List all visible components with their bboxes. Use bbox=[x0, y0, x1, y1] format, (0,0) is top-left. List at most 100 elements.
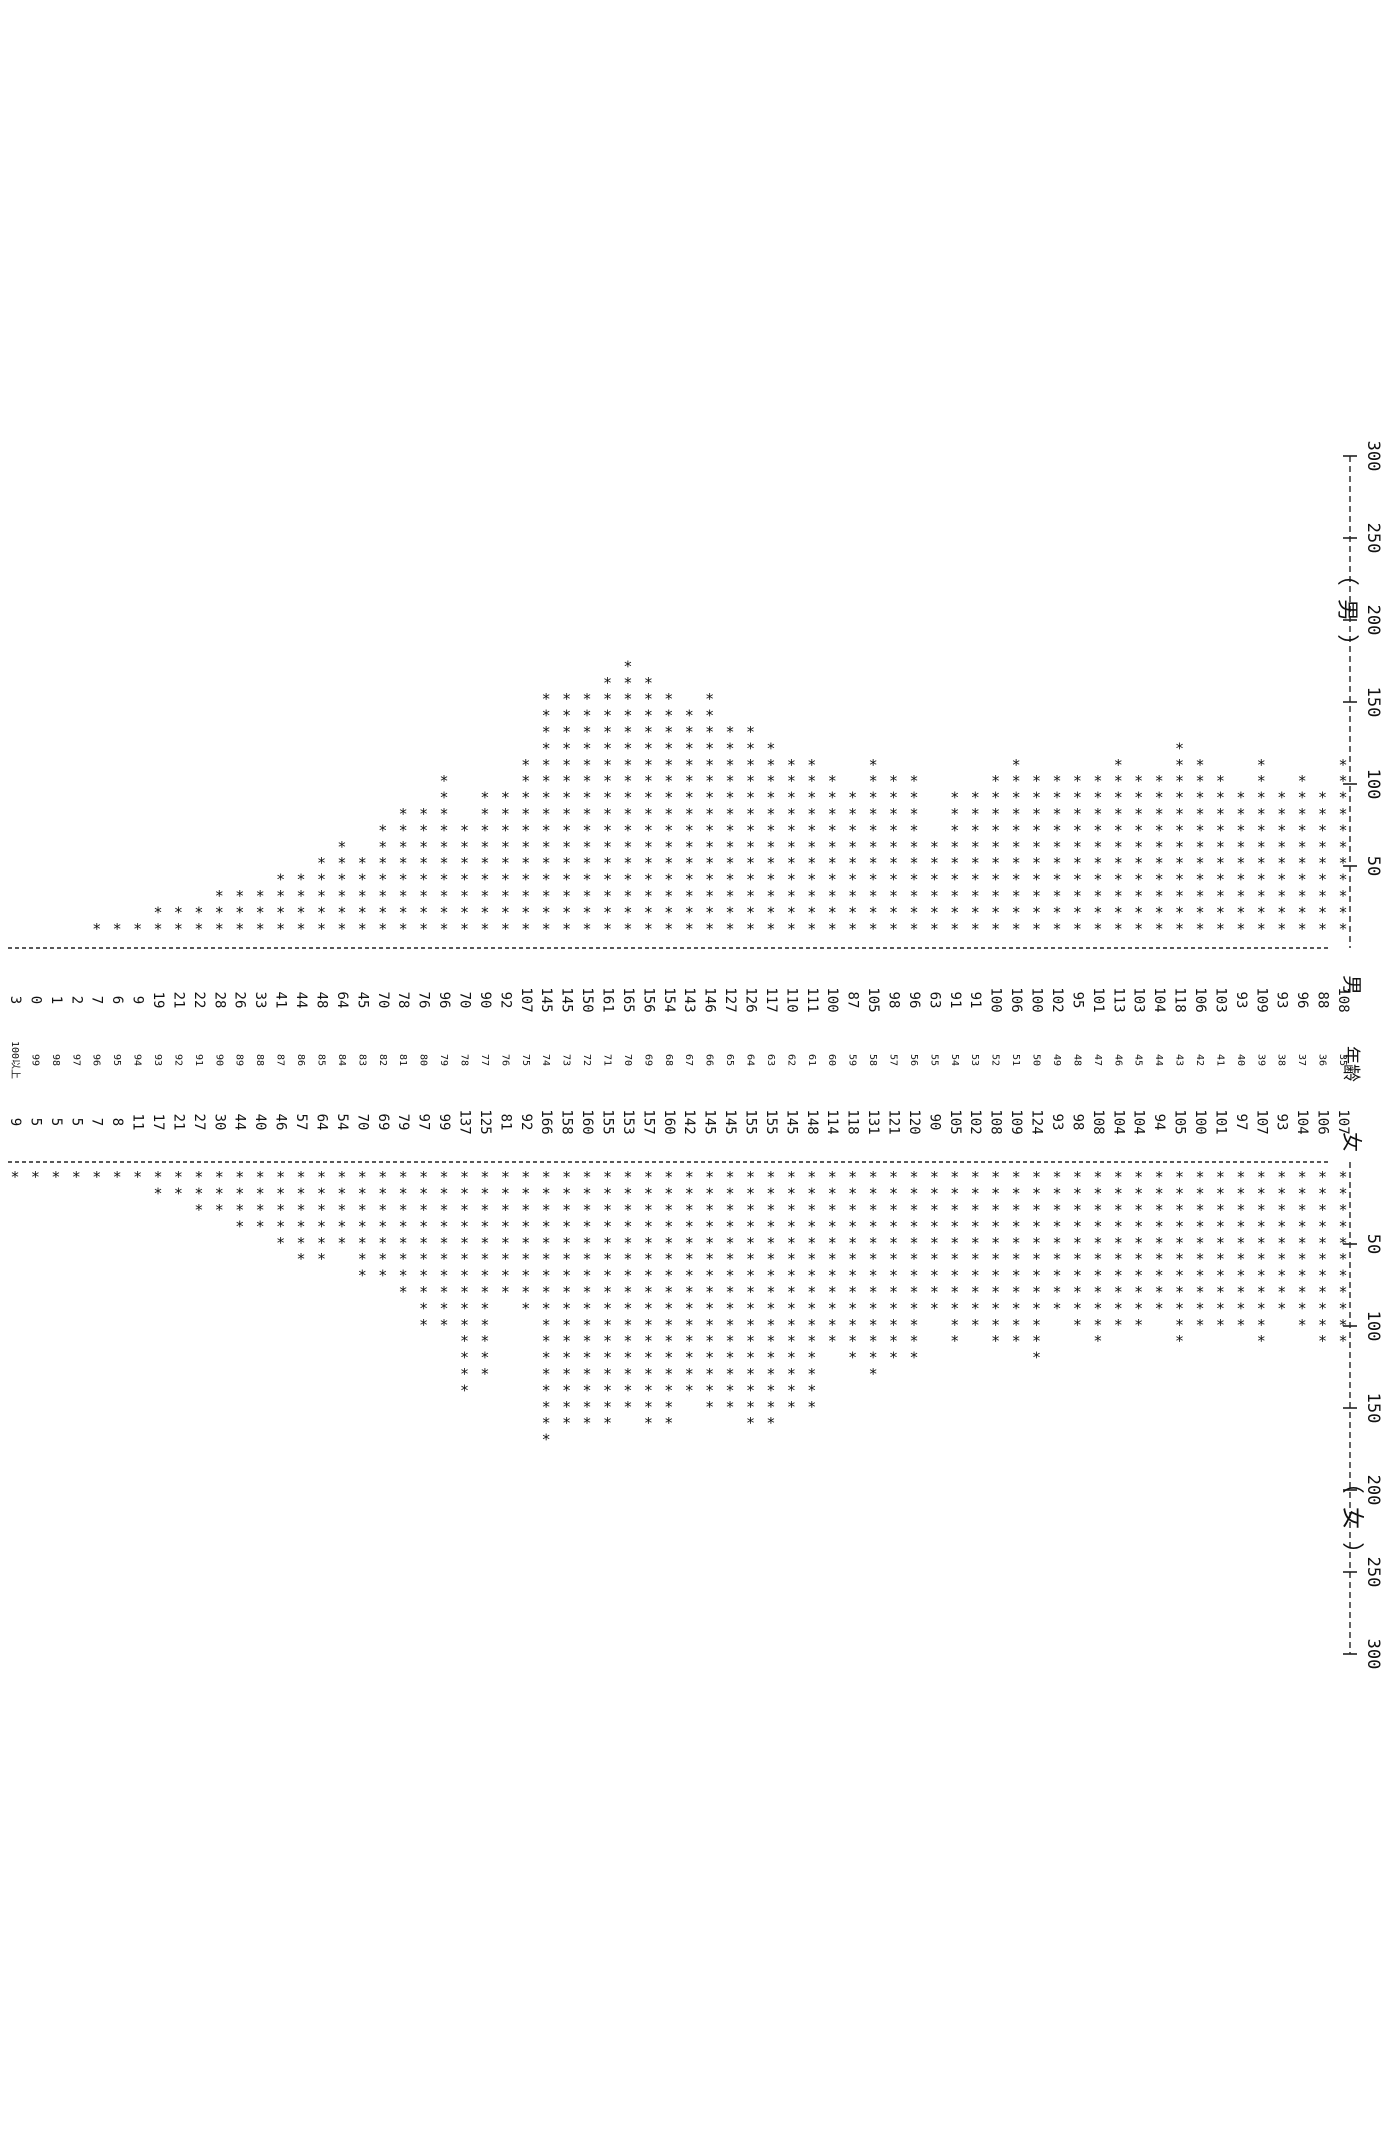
female-value-label-35: 107 bbox=[1335, 1109, 1351, 1134]
male-bar-54: ********* bbox=[950, 789, 959, 938]
female-bar-54: * * * * * * * * * * * bbox=[950, 1168, 959, 1350]
age-label-47: 47 bbox=[1092, 1054, 1103, 1066]
female-value-label-38: 93 bbox=[1274, 1114, 1290, 1131]
age-header: 年齢 bbox=[1340, 1046, 1361, 1082]
male-bar-46: *********** bbox=[1114, 756, 1123, 938]
age-label-35: 35 bbox=[1337, 1054, 1348, 1066]
male-bar-43: ************ bbox=[1175, 739, 1184, 937]
male-value-label-95: 6 bbox=[109, 996, 125, 1004]
male-value-label-45: 103 bbox=[1131, 987, 1147, 1012]
male-bar-92: ** bbox=[174, 903, 183, 937]
female-bar-84: * * * * * bbox=[337, 1168, 346, 1252]
age-label-88: 88 bbox=[254, 1054, 265, 1066]
female-bar-93: * * bbox=[153, 1168, 162, 1202]
female-bar-57: * * * * * * * * * * * * bbox=[889, 1168, 898, 1366]
female-axis-tick-label-250: 250 bbox=[1363, 1557, 1383, 1588]
male-value-label-47: 101 bbox=[1090, 987, 1106, 1012]
female-value-label-66: 145 bbox=[702, 1109, 718, 1134]
female-bar-77: * * * * * * * * * * * * * bbox=[480, 1168, 489, 1383]
female-bar-39: * * * * * * * * * * * bbox=[1257, 1168, 1266, 1350]
female-value-label-40: 97 bbox=[1233, 1114, 1249, 1131]
male-value-label-39: 109 bbox=[1253, 987, 1269, 1012]
age-label-49: 49 bbox=[1051, 1054, 1062, 1066]
female-bar-61: * * * * * * * * * * * * * * * bbox=[807, 1168, 816, 1416]
female-value-label-64: 155 bbox=[743, 1109, 759, 1134]
age-label-44: 44 bbox=[1153, 1054, 1164, 1066]
female-bar-55: * * * * * * * * * bbox=[930, 1168, 939, 1317]
female-bar-41: * * * * * * * * * * bbox=[1216, 1168, 1225, 1334]
age-label-65: 65 bbox=[724, 1054, 735, 1066]
female-value-label-49: 93 bbox=[1049, 1114, 1065, 1131]
male-bar-64: ************* bbox=[746, 723, 755, 938]
age-label-59: 59 bbox=[847, 1054, 858, 1066]
age-label-62: 62 bbox=[785, 1054, 796, 1066]
age-label-56: 56 bbox=[908, 1054, 919, 1066]
male-value-label-70: 165 bbox=[620, 987, 636, 1012]
age-label-77: 77 bbox=[479, 1054, 490, 1066]
female-value-label-46: 104 bbox=[1110, 1109, 1126, 1134]
male-bar-79: ********** bbox=[440, 772, 449, 938]
male-bar-59: ********* bbox=[848, 789, 857, 938]
female-bar-83: * * * * * * * bbox=[358, 1168, 367, 1284]
female-value-label-76: 81 bbox=[497, 1114, 513, 1131]
male-bar-37: ********** bbox=[1298, 772, 1307, 938]
female-value-label-48: 98 bbox=[1069, 1114, 1085, 1131]
male-value-label-68: 154 bbox=[661, 987, 677, 1012]
male-bar-39: *********** bbox=[1257, 756, 1266, 938]
age-label-97: 97 bbox=[70, 1054, 81, 1066]
female-axis-tick-label-300: 300 bbox=[1363, 1639, 1383, 1670]
male-value-label-43: 118 bbox=[1172, 987, 1188, 1012]
male-bar-88: *** bbox=[256, 887, 265, 938]
age-label-40: 40 bbox=[1235, 1054, 1246, 1066]
female-bar-94: * bbox=[133, 1168, 142, 1186]
male-axis-tick-label-200: 200 bbox=[1363, 605, 1383, 636]
male-value-label-35: 108 bbox=[1335, 987, 1351, 1012]
male-value-label-78: 70 bbox=[456, 992, 472, 1009]
female-bar-47: * * * * * * * * * * * bbox=[1093, 1168, 1102, 1350]
female-bar-78: * * * * * * * * * * * * * * bbox=[460, 1168, 469, 1399]
female-value-label-79: 99 bbox=[436, 1114, 452, 1131]
male-bar-48: ********** bbox=[1073, 772, 1082, 938]
age-label-60: 60 bbox=[826, 1054, 837, 1066]
male-value-label-98: 1 bbox=[48, 996, 64, 1004]
female-value-label-71: 155 bbox=[599, 1109, 615, 1134]
female-value-label-78: 137 bbox=[456, 1109, 472, 1134]
male-bar-35: *********** bbox=[1338, 756, 1347, 938]
female-value-label-51: 109 bbox=[1008, 1109, 1024, 1134]
age-label-68: 68 bbox=[663, 1054, 674, 1066]
age-label-45: 45 bbox=[1133, 1054, 1144, 1066]
male-bar-85: ***** bbox=[317, 854, 326, 938]
female-value-label-37: 104 bbox=[1294, 1109, 1310, 1134]
male-bar-60: ********** bbox=[828, 772, 837, 938]
female-value-label-77: 125 bbox=[477, 1109, 493, 1134]
female-value-label-62: 145 bbox=[783, 1109, 799, 1134]
male-value-label-51: 106 bbox=[1008, 987, 1024, 1012]
female-value-label-55: 90 bbox=[926, 1114, 942, 1131]
female-value-label-84: 54 bbox=[334, 1114, 350, 1131]
male-bar-77: ********* bbox=[480, 789, 489, 938]
female-value-label-69: 157 bbox=[640, 1109, 656, 1134]
female-value-label-91: 27 bbox=[191, 1114, 207, 1131]
female-bar-35: * * * * * * * * * * * bbox=[1338, 1168, 1347, 1350]
female-value-label-47: 108 bbox=[1090, 1109, 1106, 1134]
female-value-label-99: 5 bbox=[27, 1118, 43, 1126]
female-value-label-93: 17 bbox=[150, 1114, 166, 1131]
female-bar-86: * * * * * * bbox=[297, 1168, 306, 1268]
male-bar-62: *********** bbox=[787, 756, 796, 938]
age-label-58: 58 bbox=[867, 1054, 878, 1066]
age-label-78: 78 bbox=[458, 1054, 469, 1066]
female-bar-95: * bbox=[113, 1168, 122, 1186]
age-label-71: 71 bbox=[601, 1054, 612, 1066]
female-bar-81: * * * * * * * * bbox=[399, 1168, 408, 1301]
male-bar-49: ********** bbox=[1052, 772, 1061, 938]
male-value-label-44: 104 bbox=[1151, 987, 1167, 1012]
male-value-label-42: 106 bbox=[1192, 987, 1208, 1012]
age-label-75: 75 bbox=[520, 1054, 531, 1066]
female-value-label-95: 8 bbox=[109, 1118, 125, 1126]
female-value-label-58: 131 bbox=[865, 1109, 881, 1134]
female-bar-82: * * * * * * * bbox=[378, 1168, 387, 1284]
age-label-37: 37 bbox=[1296, 1054, 1307, 1066]
male-value-label-72: 150 bbox=[579, 987, 595, 1012]
female-bar-87: * * * * * bbox=[276, 1168, 285, 1252]
